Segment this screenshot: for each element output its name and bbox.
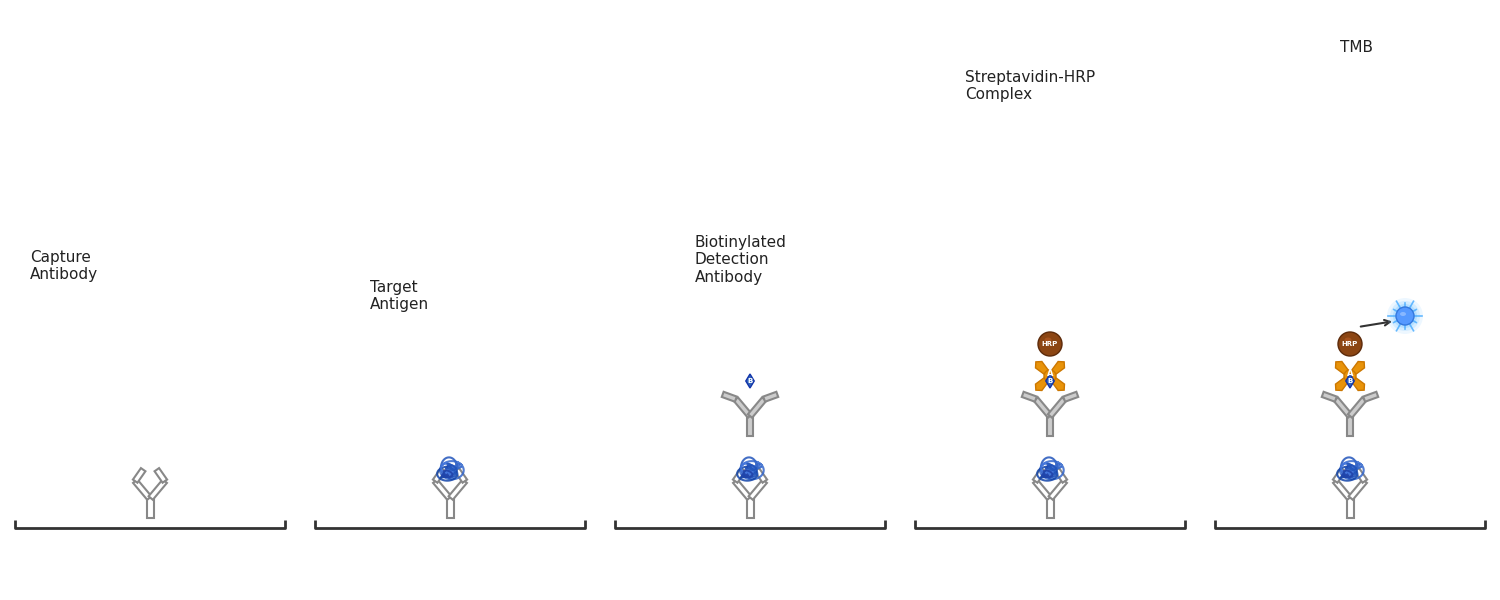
Polygon shape	[433, 479, 451, 500]
Polygon shape	[1052, 377, 1065, 391]
Polygon shape	[134, 479, 152, 500]
Polygon shape	[1022, 392, 1036, 402]
Polygon shape	[754, 468, 766, 483]
Text: A: A	[1047, 368, 1053, 377]
Polygon shape	[1048, 397, 1066, 418]
Polygon shape	[764, 392, 778, 402]
Polygon shape	[1347, 498, 1353, 518]
Polygon shape	[433, 468, 445, 483]
Polygon shape	[1334, 468, 1346, 483]
Polygon shape	[1034, 468, 1046, 483]
Text: HRP: HRP	[1042, 341, 1058, 347]
Polygon shape	[1334, 479, 1352, 500]
Ellipse shape	[1400, 312, 1406, 316]
Polygon shape	[148, 479, 166, 500]
Polygon shape	[454, 468, 466, 483]
Text: B: B	[1047, 378, 1053, 384]
Polygon shape	[1334, 397, 1352, 418]
Ellipse shape	[1044, 337, 1052, 343]
Polygon shape	[747, 416, 753, 436]
Text: Biotinylated
Detection
Antibody: Biotinylated Detection Antibody	[694, 235, 788, 285]
Text: Capture
Antibody: Capture Antibody	[30, 250, 98, 283]
Polygon shape	[734, 397, 752, 418]
Polygon shape	[154, 468, 166, 483]
Ellipse shape	[1344, 337, 1352, 343]
Polygon shape	[1335, 377, 1348, 391]
Polygon shape	[746, 374, 754, 388]
Circle shape	[1396, 307, 1414, 325]
Polygon shape	[134, 468, 146, 483]
Polygon shape	[1064, 392, 1078, 402]
Polygon shape	[748, 479, 766, 500]
Circle shape	[1338, 332, 1362, 356]
Polygon shape	[447, 498, 453, 518]
Polygon shape	[1346, 374, 1354, 388]
Polygon shape	[448, 479, 466, 500]
Polygon shape	[1054, 468, 1066, 483]
Circle shape	[1044, 370, 1056, 382]
Polygon shape	[1347, 416, 1353, 436]
Polygon shape	[1046, 374, 1054, 388]
Polygon shape	[1034, 479, 1052, 500]
Polygon shape	[1348, 479, 1366, 500]
Text: B: B	[1347, 378, 1353, 384]
Polygon shape	[1322, 392, 1336, 402]
Polygon shape	[734, 479, 752, 500]
Polygon shape	[147, 498, 153, 518]
Circle shape	[1038, 332, 1062, 356]
Polygon shape	[1047, 498, 1053, 518]
Text: TMB: TMB	[1340, 40, 1372, 55]
Polygon shape	[1034, 397, 1052, 418]
Polygon shape	[1364, 392, 1378, 402]
Polygon shape	[1348, 397, 1366, 418]
Circle shape	[1390, 301, 1420, 331]
Text: A: A	[1347, 368, 1353, 377]
Polygon shape	[1335, 362, 1348, 375]
Polygon shape	[748, 397, 766, 418]
Polygon shape	[1352, 362, 1365, 375]
Circle shape	[1394, 304, 1417, 328]
Text: Streptavidin-HRP
Complex: Streptavidin-HRP Complex	[964, 70, 1095, 103]
Polygon shape	[747, 498, 753, 518]
Polygon shape	[1035, 362, 1048, 375]
Circle shape	[1388, 298, 1423, 334]
Polygon shape	[1035, 377, 1048, 391]
Polygon shape	[1354, 468, 1366, 483]
Polygon shape	[1052, 362, 1065, 375]
Polygon shape	[1352, 377, 1365, 391]
Polygon shape	[1048, 479, 1066, 500]
Polygon shape	[1047, 416, 1053, 436]
Polygon shape	[722, 392, 736, 402]
Circle shape	[1344, 370, 1356, 382]
Text: B: B	[747, 378, 753, 384]
Text: HRP: HRP	[1342, 341, 1358, 347]
Polygon shape	[734, 468, 746, 483]
Text: Target
Antigen: Target Antigen	[370, 280, 429, 313]
